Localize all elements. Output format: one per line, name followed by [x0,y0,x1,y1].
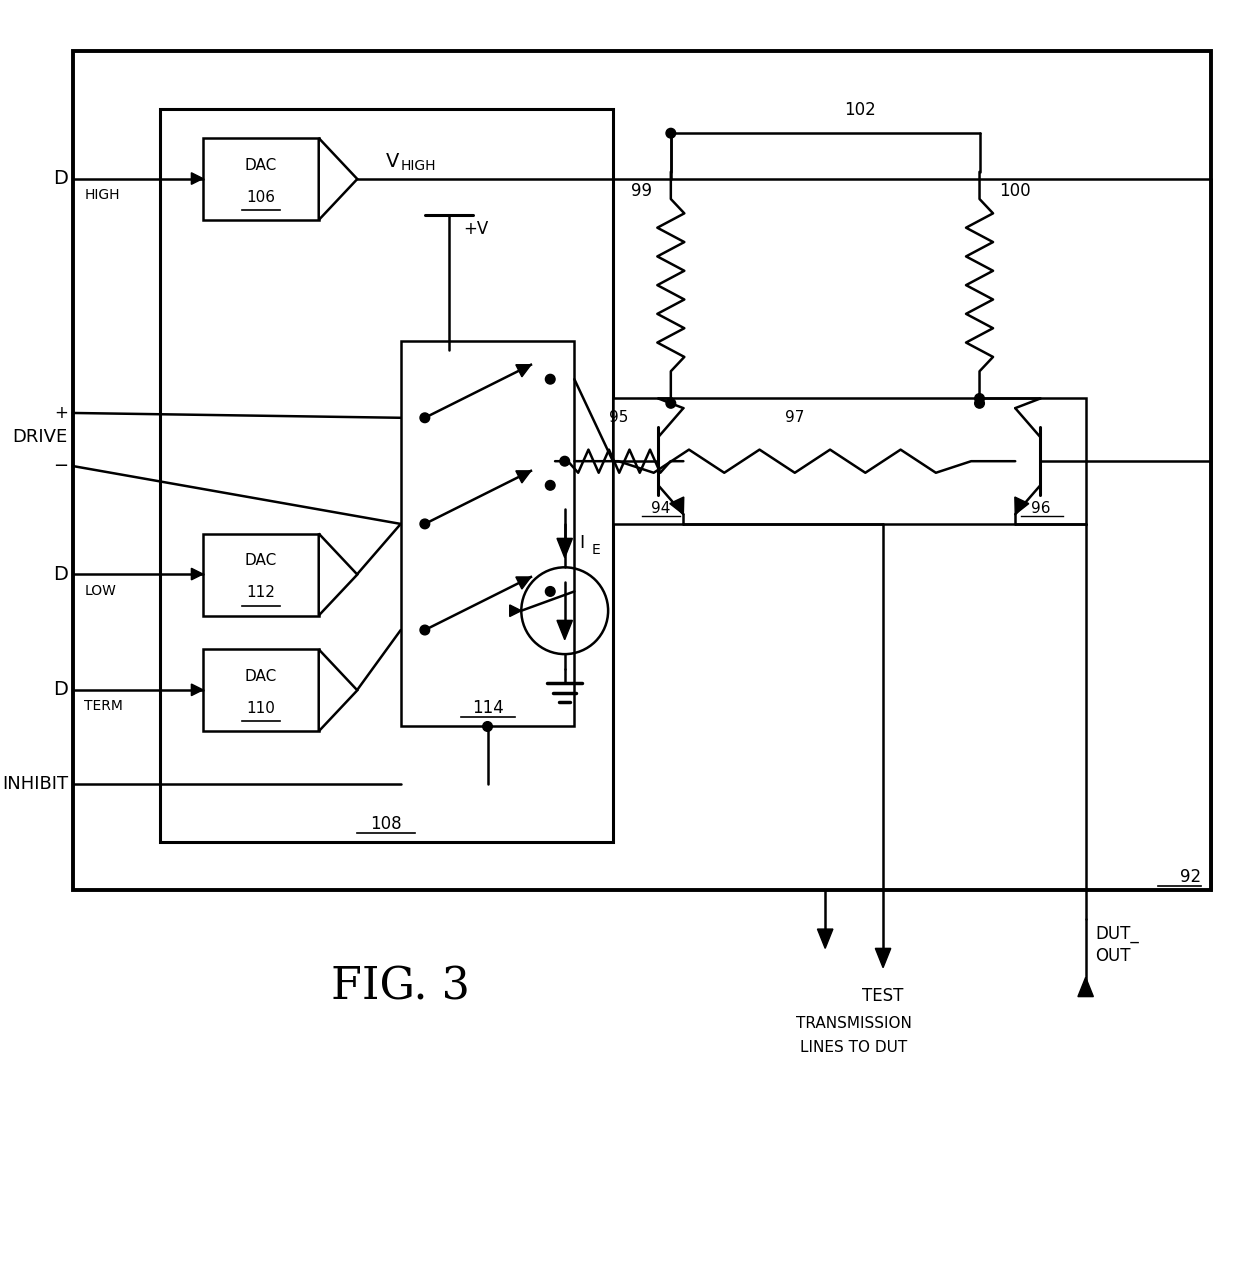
Polygon shape [817,929,833,948]
Text: LOW: LOW [84,584,117,598]
Text: 92: 92 [1180,868,1202,885]
Text: 100: 100 [999,182,1030,200]
Circle shape [420,412,429,422]
Polygon shape [319,137,357,219]
Text: DAC: DAC [244,668,277,683]
Text: V: V [386,153,399,171]
Circle shape [975,393,985,404]
Polygon shape [319,649,357,731]
Polygon shape [875,948,890,967]
Text: D: D [53,681,68,700]
Text: 112: 112 [247,585,275,600]
Text: TRANSMISSION: TRANSMISSION [796,1016,913,1031]
Polygon shape [516,578,531,589]
Text: 99: 99 [630,182,651,200]
Text: 108: 108 [371,815,402,832]
Circle shape [560,456,569,467]
Polygon shape [510,605,521,617]
Text: −: − [53,456,68,475]
Bar [203,533,319,615]
Text: TERM: TERM [84,700,123,714]
Polygon shape [557,538,573,557]
Text: E: E [591,543,600,557]
Polygon shape [516,470,531,483]
Circle shape [546,375,556,385]
Text: DAC: DAC [244,158,277,173]
Text: DRIVE: DRIVE [12,427,68,446]
Text: +: + [55,404,68,422]
Text: I: I [579,535,584,552]
Polygon shape [191,173,203,184]
Circle shape [666,398,676,409]
Text: 102: 102 [844,101,877,119]
Polygon shape [319,533,357,615]
Text: D: D [53,565,68,584]
Text: INHIBIT: INHIBIT [1,776,68,793]
Text: 94: 94 [651,501,671,516]
Circle shape [666,129,676,137]
Text: 96: 96 [1030,501,1050,516]
Text: LINES TO DUT: LINES TO DUT [801,1040,908,1055]
Text: 114: 114 [471,699,503,716]
Circle shape [546,480,556,491]
Text: DAC: DAC [244,554,277,569]
Text: +V: +V [464,219,489,238]
Text: 95: 95 [609,410,629,425]
Polygon shape [191,683,203,696]
Circle shape [546,586,556,596]
Text: 97: 97 [785,410,804,425]
Bar [401,340,574,726]
Text: FIG. 3: FIG. 3 [331,966,470,1009]
Bar [203,649,319,731]
Circle shape [482,721,492,731]
Text: DUT_: DUT_ [1095,924,1140,943]
Text: HIGH: HIGH [84,188,120,202]
Circle shape [420,625,429,634]
Polygon shape [191,569,203,580]
Bar [203,137,319,219]
Text: 106: 106 [247,189,275,204]
Text: D: D [53,169,68,188]
Text: 110: 110 [247,701,275,716]
Polygon shape [557,620,573,639]
Polygon shape [1078,977,1094,996]
Bar [160,110,613,842]
Circle shape [420,520,429,528]
Polygon shape [1014,497,1029,514]
Polygon shape [670,497,683,514]
Text: HIGH: HIGH [401,159,436,173]
Polygon shape [516,364,531,377]
Circle shape [975,398,985,409]
Text: OUT: OUT [1095,947,1131,965]
Text: TEST: TEST [862,987,904,1005]
Bar [613,398,1086,523]
Bar [73,52,1211,890]
